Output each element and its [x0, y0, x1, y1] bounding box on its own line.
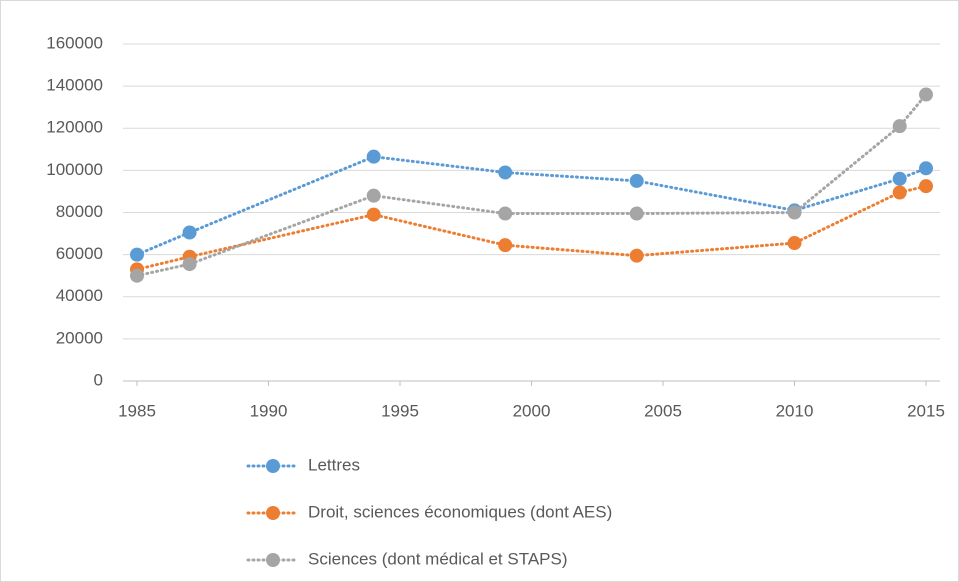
marker	[787, 236, 802, 251]
marker	[919, 87, 933, 102]
marker	[498, 165, 513, 180]
y-tick-label: 20000	[56, 328, 103, 347]
marker	[892, 171, 907, 186]
marker	[182, 225, 197, 240]
marker	[130, 247, 144, 262]
y-tick-label: 60000	[56, 244, 103, 263]
marker	[366, 207, 381, 222]
legend-label: Sciences (dont médical et STAPS)	[308, 549, 568, 568]
y-tick-label: 80000	[56, 202, 103, 221]
marker	[498, 206, 513, 221]
marker	[182, 257, 197, 272]
marker	[498, 238, 513, 253]
y-tick-label: 120000	[46, 118, 103, 137]
series-line	[135, 155, 928, 257]
y-tick-label: 40000	[56, 286, 103, 305]
x-tick-label: 1985	[118, 401, 156, 420]
marker	[629, 248, 644, 263]
marker	[366, 188, 381, 203]
series-line	[135, 184, 928, 271]
legend-marker	[266, 459, 280, 473]
x-tick-label: 2010	[776, 401, 814, 420]
x-tick-label: 1995	[381, 401, 419, 420]
marker	[919, 179, 933, 194]
legend-marker	[266, 553, 280, 567]
y-tick-label: 0	[94, 370, 103, 389]
marker	[892, 119, 907, 134]
x-tick-label: 1990	[250, 401, 288, 420]
marker	[130, 268, 144, 283]
y-tick-label: 100000	[46, 160, 103, 179]
series-line	[135, 93, 928, 278]
marker	[629, 173, 644, 188]
legend-label: Droit, sciences économiques (dont AES)	[308, 502, 612, 521]
x-tick-label: 2000	[513, 401, 551, 420]
x-tick-label: 2005	[644, 401, 682, 420]
marker	[366, 149, 381, 164]
x-tick-label: 2015	[907, 401, 945, 420]
legend-label: Lettres	[308, 455, 360, 474]
y-tick-label: 160000	[46, 33, 103, 52]
marker	[892, 185, 907, 200]
marker	[629, 206, 644, 221]
marker	[787, 205, 802, 220]
legend-marker	[266, 506, 280, 520]
y-tick-label: 140000	[46, 76, 103, 95]
marker	[919, 161, 933, 176]
